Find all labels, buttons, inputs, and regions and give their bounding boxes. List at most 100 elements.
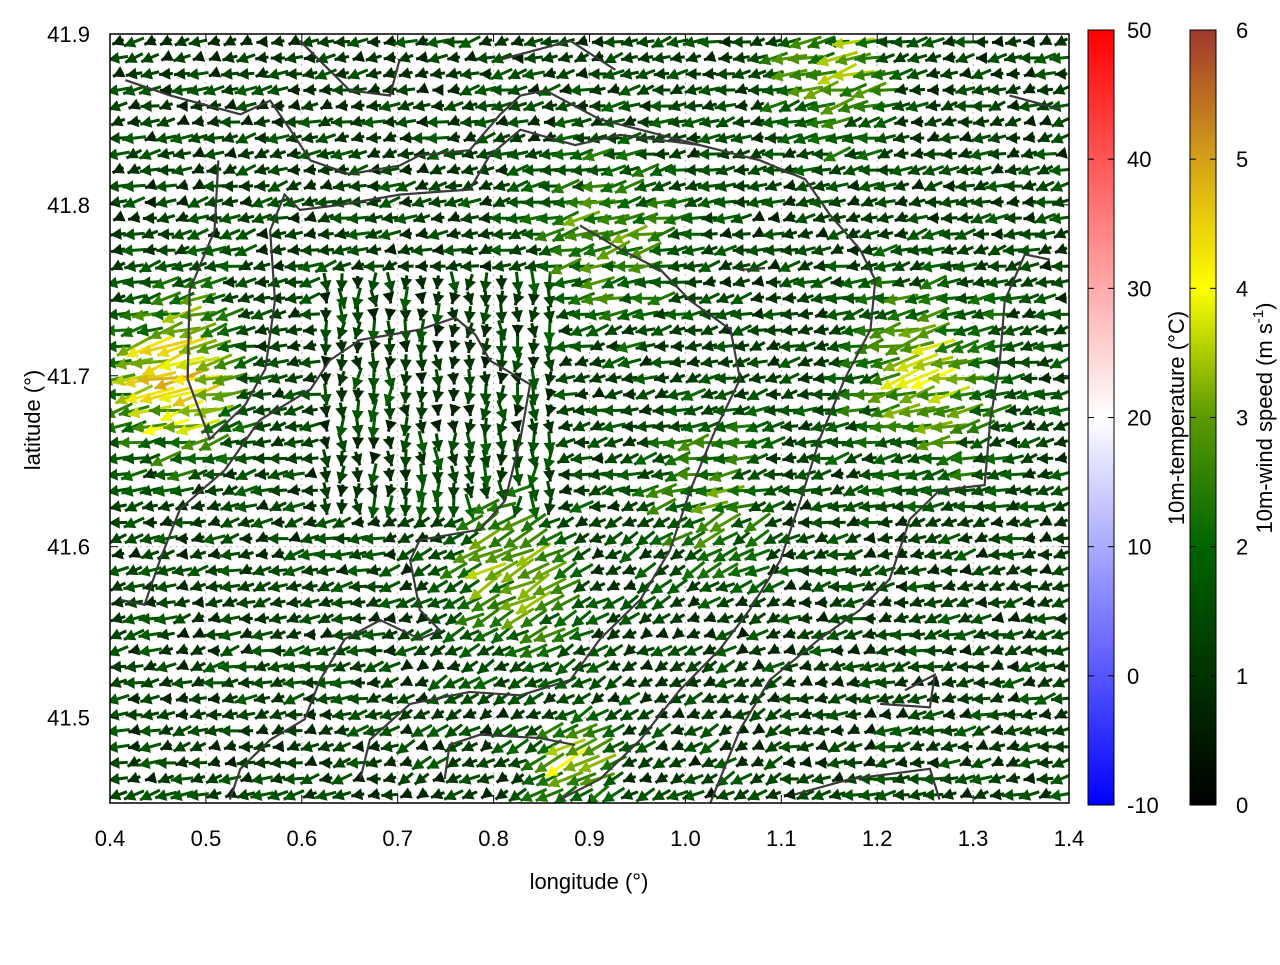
- wind-arrow: [1054, 516, 1067, 527]
- wind-arrow: [350, 660, 366, 672]
- wind-arrow: [206, 709, 221, 721]
- wind-arrow-head: [321, 627, 334, 638]
- wind-arrow: [767, 596, 780, 607]
- wind-arrow: [848, 643, 860, 654]
- wind-arrow: [941, 740, 957, 752]
- wind-arrow: [605, 517, 622, 528]
- wind-arrow: [1054, 660, 1068, 672]
- wind-arrow: [495, 433, 507, 452]
- wind-arrow: [798, 420, 812, 431]
- wind-arrow-head: [1006, 436, 1017, 448]
- wind-arrow: [749, 372, 766, 384]
- wind-arrow-head: [270, 596, 282, 608]
- wind-arrow: [622, 500, 638, 511]
- wind-arrow: [301, 741, 319, 753]
- wind-arrow-head: [1037, 757, 1049, 769]
- wind-arrow: [383, 772, 396, 783]
- wind-arrow: [639, 404, 652, 416]
- wind-arrow-head: [784, 579, 797, 590]
- wind-arrow: [463, 708, 476, 719]
- wind-arrow: [336, 451, 348, 466]
- wind-arrow: [1006, 756, 1019, 767]
- wind-arrow: [1038, 676, 1052, 687]
- wind-arrow-head: [251, 677, 263, 689]
- wind-arrow: [1019, 661, 1039, 672]
- wind-arrow: [462, 661, 478, 672]
- wind-arrow: [112, 548, 124, 560]
- wind-arrow: [415, 354, 427, 371]
- wind-arrow: [172, 677, 193, 689]
- wind-arrow: [878, 548, 893, 560]
- wind-arrow: [160, 693, 172, 705]
- wind-arrow: [397, 693, 415, 704]
- wind-arrow-head: [1020, 725, 1032, 737]
- wind-arrow: [605, 548, 621, 559]
- wind-arrow-head: [480, 424, 492, 435]
- wind-arrow-head: [859, 693, 871, 705]
- wind-arrow-head: [254, 692, 266, 704]
- wind-arrow: [636, 389, 655, 400]
- wind-arrow-head: [1023, 596, 1035, 608]
- wind-arrow-head: [319, 487, 331, 499]
- wind-arrow: [401, 659, 413, 670]
- wind-arrow-head: [139, 725, 150, 737]
- wind-arrow-head: [719, 724, 731, 735]
- wind-arrow: [333, 757, 350, 768]
- wind-arrow: [864, 643, 877, 654]
- wind-arrow: [558, 420, 572, 432]
- wind-arrow: [816, 739, 828, 750]
- wind-arrow: [942, 788, 957, 799]
- wind-arrow-head: [400, 392, 412, 403]
- wind-arrow: [991, 724, 1003, 736]
- wind-arrow-head: [380, 709, 392, 721]
- wind-arrow-head: [764, 758, 776, 769]
- wind-arrow-head: [1023, 532, 1035, 544]
- wind-arrow-head: [368, 474, 380, 486]
- wind-arrow: [220, 581, 240, 593]
- wind-arrow: [415, 676, 428, 687]
- wind-arrow: [813, 724, 829, 736]
- wind-arrow: [909, 628, 925, 640]
- wind-arrow-head: [432, 507, 444, 518]
- wind-arrow: [717, 612, 733, 623]
- wind-arrow-head: [364, 581, 375, 593]
- wind-arrow: [958, 741, 973, 753]
- wind-arrow-head: [847, 676, 859, 688]
- wind-arrow: [605, 372, 621, 384]
- wind-arrow: [251, 773, 273, 785]
- wind-arrow-head: [908, 789, 920, 801]
- wind-arrow: [619, 613, 639, 625]
- wind-arrow: [384, 548, 396, 560]
- wind-arrow: [224, 740, 236, 751]
- wind-arrow: [957, 516, 972, 527]
- wind-arrow: [831, 724, 844, 736]
- wind-arrow-head: [128, 692, 140, 704]
- wind-arrow: [702, 773, 718, 784]
- wind-arrow: [319, 724, 333, 735]
- wind-arrow: [128, 740, 140, 752]
- wind-arrow: [174, 596, 189, 607]
- wind-arrow-head: [666, 389, 678, 401]
- wind-arrow-head: [123, 581, 135, 593]
- wind-arrow-head: [1036, 645, 1047, 657]
- wind-arrow-head: [365, 645, 376, 657]
- wind-arrow: [299, 356, 320, 368]
- wind-arrow-head: [798, 565, 809, 577]
- wind-arrow: [512, 383, 524, 407]
- wind-arrow: [447, 420, 459, 432]
- wind-arrow-head: [1021, 565, 1032, 577]
- wind-arrow-head: [923, 789, 934, 801]
- wind-arrow: [992, 659, 1005, 670]
- wind-arrow: [734, 692, 748, 703]
- wind-arrow: [431, 788, 444, 799]
- wind-arrow-head: [237, 789, 249, 801]
- wind-arrow: [545, 404, 556, 416]
- wind-arrow: [336, 499, 348, 514]
- wind-arrow: [863, 613, 876, 625]
- wind-arrow: [251, 677, 272, 689]
- wind-arrow: [319, 757, 332, 769]
- wind-arrow: [560, 355, 573, 366]
- wind-arrow-head: [448, 390, 460, 401]
- wind-arrow-head: [752, 739, 765, 750]
- wind-arrow: [270, 676, 285, 687]
